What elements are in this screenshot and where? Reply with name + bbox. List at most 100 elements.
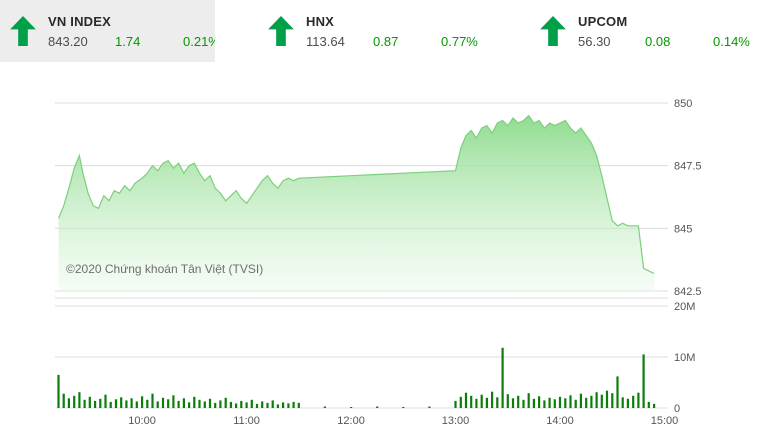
volume-bar — [637, 392, 640, 408]
volume-bar — [182, 398, 185, 408]
volume-bar — [198, 399, 201, 408]
volume-bar — [480, 394, 483, 408]
volume-bar — [297, 402, 300, 408]
volume-bar — [146, 399, 149, 408]
axis-labels: 850 847.5 845 842.5 20M 10M 0 10:00 11:00 12:00 13… — [128, 98, 701, 427]
volume-bar — [350, 407, 353, 408]
svg-text:15:00: 15:00 — [651, 415, 679, 427]
ticker-name: UPCOM — [578, 13, 628, 29]
volume-bar — [569, 395, 572, 409]
index-ticker-bar: VN INDEX 843.20 1.74 0.21% HNX 113.64 0.… — [0, 0, 763, 62]
up-arrow-icon — [268, 16, 294, 46]
volume-bar — [120, 397, 123, 408]
volume-bar — [506, 394, 509, 408]
price-area — [58, 115, 655, 291]
volume-bar — [647, 401, 650, 408]
svg-text:845: 845 — [674, 223, 692, 235]
volume-bar — [459, 396, 462, 408]
ticker-upcom[interactable]: UPCOM 56.30 0.08 0.14% — [487, 0, 763, 62]
volume-bar — [574, 399, 577, 408]
volume-bar — [527, 393, 530, 408]
volume-bar — [585, 397, 588, 408]
volume-bar — [57, 374, 60, 408]
ticker-percent: 0.77% — [441, 33, 478, 49]
volume-bar — [538, 396, 541, 408]
svg-text:14:00: 14:00 — [546, 415, 574, 427]
volume-bar — [626, 398, 629, 408]
volume-bar — [621, 397, 624, 408]
volume-bar — [548, 397, 551, 408]
volume-bar — [208, 398, 212, 408]
volume-bar — [161, 397, 165, 408]
volume-bar — [224, 397, 227, 408]
volume-bar — [214, 402, 217, 408]
volume-bar — [177, 400, 180, 408]
volume-bar — [558, 396, 562, 408]
volume-bar — [632, 395, 635, 408]
volume-bar — [653, 403, 656, 408]
volume-bar — [543, 400, 546, 408]
volume-bar — [282, 402, 285, 408]
volume-bar — [579, 393, 582, 408]
ticker-hnx[interactable]: HNX 113.64 0.87 0.77% — [215, 0, 487, 62]
volume-bar — [250, 399, 253, 408]
up-arrow-icon — [10, 16, 36, 46]
svg-text:11:00: 11:00 — [233, 415, 260, 427]
ticker-name: VN INDEX — [48, 13, 112, 29]
volume-bar — [454, 400, 457, 408]
volume-bar — [255, 403, 259, 408]
volume-bar — [229, 401, 232, 408]
volume-bar — [125, 400, 128, 408]
svg-text:842.5: 842.5 — [674, 286, 702, 298]
ticker-name: HNX — [306, 13, 335, 29]
ticker-value: 56.30 — [578, 33, 611, 49]
ticker-percent: 0.21% — [183, 33, 220, 49]
volume-bar — [470, 395, 473, 408]
volume-bar — [67, 398, 70, 408]
volume-bar — [595, 392, 598, 408]
volume-bar — [428, 406, 431, 408]
svg-text:12:00: 12:00 — [337, 415, 365, 427]
price-line — [57, 114, 655, 275]
volume-bar — [62, 393, 65, 408]
ticker-value: 113.64 — [306, 33, 345, 49]
svg-text:10M: 10M — [674, 352, 695, 364]
volume-bar — [135, 401, 138, 408]
volume-bar — [522, 399, 525, 408]
volume-bar — [104, 394, 107, 408]
volume-bar — [616, 376, 619, 408]
volume-bar — [240, 400, 243, 408]
volume-bar — [464, 392, 468, 408]
volume-bar — [94, 400, 97, 408]
volume-bar — [235, 403, 238, 408]
volume-bar — [99, 398, 102, 408]
volume-bar — [261, 401, 264, 408]
volume-bar — [219, 400, 222, 408]
ticker-vnindex[interactable]: VN INDEX 843.20 1.74 0.21% — [0, 0, 220, 62]
volume-bar — [611, 393, 614, 408]
volume-bar — [501, 347, 504, 408]
volume-bar — [605, 390, 609, 408]
ticker-change: 1.74 — [115, 33, 141, 49]
volume-bar — [193, 396, 196, 408]
svg-text:850: 850 — [674, 98, 692, 110]
volume-bar — [172, 395, 175, 409]
svg-text:0: 0 — [674, 403, 680, 415]
volume-bar — [276, 404, 279, 408]
up-arrow-icon — [540, 16, 566, 46]
volume-bar — [245, 402, 248, 408]
ticker-value: 843.20 — [48, 33, 88, 49]
volume-bar — [485, 397, 488, 408]
volume-bar — [376, 406, 379, 408]
svg-text:847.5: 847.5 — [674, 161, 702, 173]
volume-bar — [151, 393, 154, 408]
svg-text:10:00: 10:00 — [128, 415, 156, 427]
chart-series — [57, 114, 656, 409]
volume-bar — [167, 399, 170, 408]
volume-bar — [517, 395, 520, 408]
volume-bar — [292, 401, 295, 408]
volume-bar — [156, 401, 159, 408]
ticker-change: 0.87 — [373, 33, 399, 49]
intraday-chart-panel: 850 847.5 845 842.5 20M 10M 0 10:00 11:00 12:00 13… — [0, 62, 763, 444]
volume-bar — [78, 392, 81, 408]
